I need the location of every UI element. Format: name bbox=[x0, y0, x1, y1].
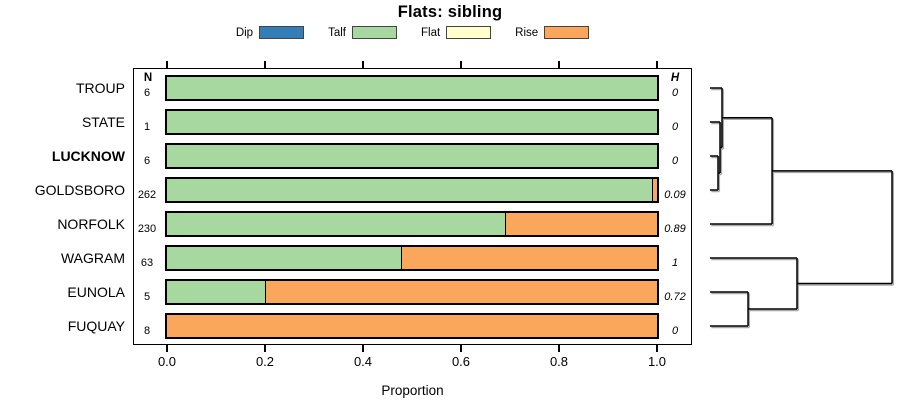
h-value: 0 bbox=[671, 121, 679, 133]
n-value: 230 bbox=[137, 223, 157, 235]
bar-segment-rise bbox=[651, 179, 657, 201]
row-label-troup: TROUP bbox=[76, 80, 125, 96]
chart-title: Flats: sibling bbox=[397, 3, 503, 21]
n-value: 8 bbox=[143, 325, 151, 337]
row-label-lucknow: LUCKNOW bbox=[51, 148, 125, 164]
n-value: 63 bbox=[140, 257, 154, 269]
bar-wagram bbox=[165, 245, 659, 271]
bar-eunola bbox=[165, 279, 659, 305]
x-tick-bottom bbox=[656, 345, 658, 352]
bar-norfolk bbox=[165, 211, 659, 237]
h-column-header: H bbox=[670, 72, 680, 84]
bar-fuquay bbox=[165, 313, 659, 339]
bar-segment-talf bbox=[167, 213, 506, 235]
legend-item-flat: Flat bbox=[420, 26, 492, 39]
bar-segment-rise bbox=[505, 213, 657, 235]
x-tick-bottom bbox=[460, 345, 462, 352]
x-tick-top bbox=[558, 61, 560, 68]
h-value: 1 bbox=[671, 257, 679, 269]
x-tick-bottom bbox=[264, 345, 266, 352]
n-value: 6 bbox=[143, 155, 151, 167]
legend-swatch-talf bbox=[351, 26, 397, 39]
bar-segment-rise bbox=[167, 315, 657, 337]
legend-item-talf: Talf bbox=[328, 26, 397, 39]
x-tick-label: 0.0 bbox=[157, 354, 177, 369]
x-tick-top bbox=[166, 61, 168, 68]
bar-goldsboro bbox=[165, 177, 659, 203]
h-value: 0.72 bbox=[664, 291, 686, 303]
row-label-eunola: EUNOLA bbox=[67, 284, 125, 300]
legend-item-dip: Dip bbox=[235, 26, 305, 39]
bar-segment-talf bbox=[167, 111, 657, 133]
row-label-wagram: WAGRAM bbox=[60, 250, 125, 266]
bar-segment-talf bbox=[167, 77, 657, 99]
legend-label: Rise bbox=[515, 26, 539, 39]
plot-box bbox=[133, 68, 692, 345]
legend-label: Flat bbox=[420, 26, 441, 39]
x-tick-bottom bbox=[362, 345, 364, 352]
x-tick-label: 1.0 bbox=[647, 354, 667, 369]
x-tick-bottom bbox=[558, 345, 560, 352]
row-label-fuquay: FUQUAY bbox=[67, 318, 125, 334]
h-value: 0 bbox=[671, 155, 679, 167]
h-value: 0 bbox=[671, 87, 679, 99]
row-label-state: STATE bbox=[81, 114, 125, 130]
n-value: 5 bbox=[143, 291, 151, 303]
dendrogram-lines bbox=[710, 87, 893, 327]
bar-segment-rise bbox=[265, 281, 657, 303]
bar-segment-talf bbox=[167, 179, 652, 201]
n-value: 1 bbox=[143, 121, 151, 133]
bar-lucknow bbox=[165, 143, 659, 169]
bar-segment-rise bbox=[400, 247, 657, 269]
bar-segment-talf bbox=[167, 145, 657, 167]
x-tick-top bbox=[656, 61, 658, 68]
legend: Dip Talf Flat Rise bbox=[133, 26, 692, 39]
h-value: 0 bbox=[671, 325, 679, 337]
legend-item-rise: Rise bbox=[515, 26, 590, 39]
x-tick-label: 0.6 bbox=[451, 354, 471, 369]
x-tick-label: 0.2 bbox=[255, 354, 275, 369]
row-label-goldsboro: GOLDSBORO bbox=[34, 182, 125, 198]
row-label-norfolk: NORFOLK bbox=[57, 216, 125, 232]
n-value: 6 bbox=[143, 87, 151, 99]
x-axis-label: Proportion bbox=[381, 383, 444, 398]
legend-label: Talf bbox=[328, 26, 346, 39]
n-value: 262 bbox=[137, 189, 157, 201]
x-tick-bottom bbox=[166, 345, 168, 352]
x-tick-top bbox=[362, 61, 364, 68]
x-tick-label: 0.8 bbox=[549, 354, 569, 369]
x-tick-top bbox=[460, 61, 462, 68]
legend-swatch-dip bbox=[259, 26, 305, 39]
bar-state bbox=[165, 109, 659, 135]
legend-swatch-rise bbox=[544, 26, 590, 39]
n-column-header: N bbox=[143, 72, 153, 84]
x-tick-label: 0.4 bbox=[353, 354, 373, 369]
h-value: 0.09 bbox=[664, 189, 686, 201]
dendrogram-shadow bbox=[711, 88, 895, 329]
bar-segment-talf bbox=[167, 281, 265, 303]
bar-troup bbox=[165, 75, 659, 101]
x-tick-top bbox=[264, 61, 266, 68]
h-value: 0.89 bbox=[664, 223, 686, 235]
legend-swatch-flat bbox=[446, 26, 492, 39]
legend-label: Dip bbox=[235, 26, 254, 39]
dendrogram bbox=[710, 87, 895, 329]
bar-segment-talf bbox=[167, 247, 401, 269]
